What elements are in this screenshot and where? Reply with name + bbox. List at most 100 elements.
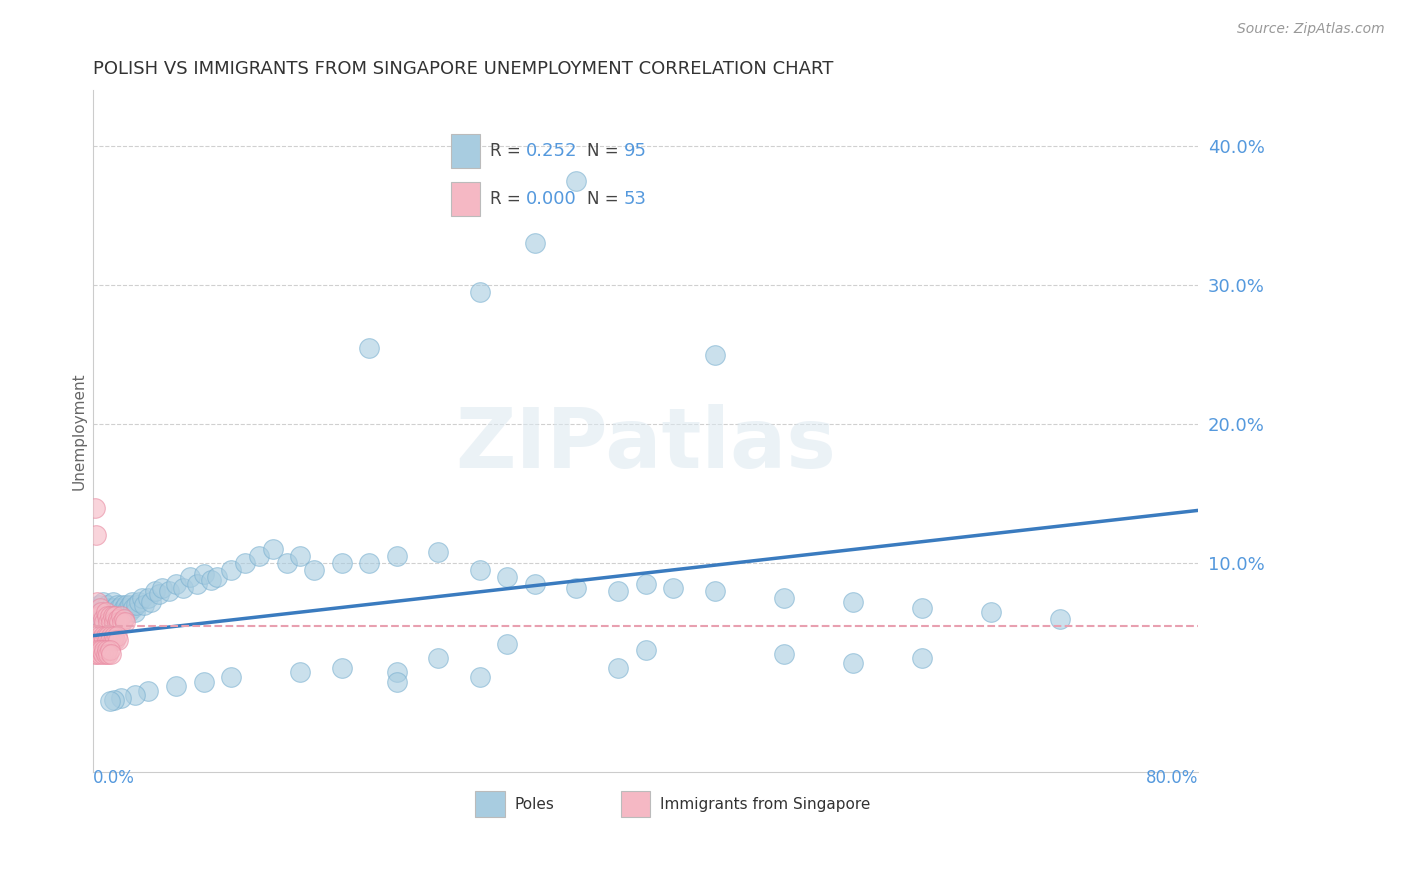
Point [911, 600, 934, 615]
Point [841, 595, 863, 609]
Point [101, 595, 124, 609]
Point [90, 605, 112, 619]
Point [131, 591, 153, 605]
Point [359, 341, 381, 355]
Point [138, 684, 160, 698]
Point [100, 615, 122, 629]
Point [103, 615, 125, 629]
Point [94, 629, 117, 643]
Point [112, 600, 135, 615]
Point [385, 665, 408, 679]
Point [86, 647, 108, 661]
Point [105, 615, 128, 629]
Point [172, 582, 194, 596]
Text: 80.0%: 80.0% [1146, 769, 1198, 787]
Point [83, 500, 105, 515]
Point [121, 595, 143, 609]
Point [219, 563, 242, 577]
Point [468, 563, 491, 577]
Point [91, 629, 114, 643]
Point [100, 629, 122, 643]
Point [104, 605, 127, 619]
Point [83, 647, 105, 661]
Point [110, 609, 132, 624]
Point [359, 556, 381, 570]
Point [427, 651, 450, 665]
Point [606, 660, 628, 674]
Point [98, 642, 121, 657]
Point [141, 595, 163, 609]
Point [103, 600, 125, 615]
Point [330, 556, 353, 570]
Text: ZIPatlas: ZIPatlas [456, 404, 837, 485]
Point [89, 647, 111, 661]
Point [101, 609, 124, 624]
Point [524, 577, 547, 591]
Point [193, 567, 215, 582]
Point [634, 642, 657, 657]
Point [703, 348, 725, 362]
Point [496, 637, 519, 651]
Point [89, 600, 111, 615]
Text: Source: ZipAtlas.com: Source: ZipAtlas.com [1237, 22, 1385, 37]
Point [207, 570, 229, 584]
Point [108, 615, 131, 629]
Point [606, 584, 628, 599]
Point [104, 609, 127, 624]
Point [100, 605, 122, 619]
Point [841, 657, 863, 671]
Point [112, 612, 135, 626]
Point [91, 612, 114, 626]
Point [124, 605, 146, 619]
Point [93, 600, 115, 615]
Point [91, 595, 114, 609]
Point [247, 549, 270, 564]
Point [107, 609, 129, 624]
Point [150, 582, 173, 596]
Point [524, 236, 547, 251]
Point [100, 647, 122, 661]
Text: 0.0%: 0.0% [93, 769, 135, 787]
Point [385, 549, 408, 564]
Point [93, 615, 115, 629]
Point [103, 629, 125, 643]
Point [330, 660, 353, 674]
Point [117, 600, 139, 615]
Point [105, 598, 128, 612]
Point [165, 679, 187, 693]
Point [84, 642, 107, 657]
Y-axis label: Unemployment: Unemployment [72, 372, 86, 490]
Point [911, 651, 934, 665]
Point [90, 612, 112, 626]
Point [97, 647, 120, 661]
Point [1049, 612, 1071, 626]
Point [110, 691, 132, 706]
Point [98, 632, 121, 647]
Point [120, 598, 142, 612]
Point [93, 642, 115, 657]
Point [200, 573, 222, 587]
Point [96, 642, 118, 657]
Point [101, 632, 124, 647]
Point [980, 605, 1002, 619]
Point [290, 665, 312, 679]
Point [96, 632, 118, 647]
Point [186, 577, 208, 591]
Point [128, 595, 150, 609]
Point [662, 582, 685, 596]
Point [97, 615, 120, 629]
Point [98, 600, 121, 615]
Point [468, 285, 491, 299]
Point [124, 689, 146, 703]
Point [94, 647, 117, 661]
Point [122, 600, 145, 615]
Point [262, 542, 284, 557]
Point [86, 595, 108, 609]
Point [111, 598, 134, 612]
Point [108, 600, 131, 615]
Point [87, 598, 110, 612]
Point [87, 632, 110, 647]
Point [86, 600, 108, 615]
Point [84, 528, 107, 542]
Point [97, 609, 120, 624]
